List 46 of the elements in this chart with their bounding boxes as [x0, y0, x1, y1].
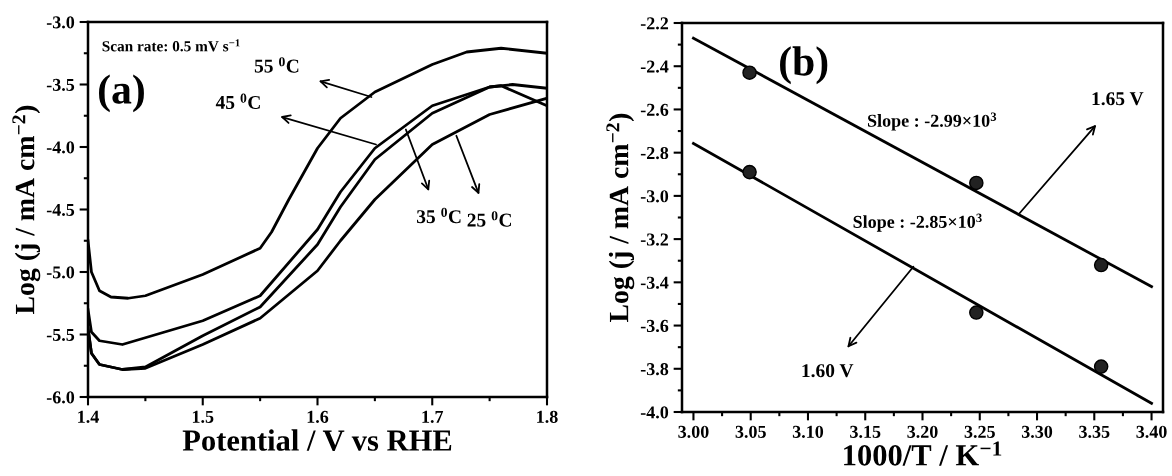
annotation: 45 $^{0}$C	[215, 93, 260, 110]
y-tick-label: -3.6	[640, 319, 669, 333]
y-tick-label: -5.0	[46, 266, 75, 279]
x-tick-label: 3.10	[792, 425, 824, 438]
annotation: Slope : -2.85×10$^{3}$	[853, 213, 982, 232]
x-tick-label: 1.8	[537, 410, 558, 423]
y-axis-title: Log (j / mA cm$^{−2}$)	[606, 113, 635, 323]
x-tick-label: 3.30	[1021, 425, 1053, 438]
y-axis-title: Log (j / mA cm$^{−2}$)	[12, 105, 41, 315]
x-tick-label: 3.25	[964, 425, 995, 438]
x-tick-label: 1.7	[422, 410, 444, 423]
annotation: Scan rate: 0.5 mV s$^{−1}$	[102, 39, 240, 52]
y-tick-label: -3.2	[640, 233, 669, 246]
x-tick-label: 3.15	[850, 425, 881, 438]
y-tick-label: -3.5	[46, 78, 75, 92]
x-axis-title: 1000/T / K$^{−1}$	[844, 441, 1002, 466]
x-tick-label: 1.5	[192, 410, 214, 423]
y-tick-label: -3.0	[46, 16, 75, 29]
annotation: (b)	[780, 46, 828, 85]
y-tick-label: -2.4	[640, 60, 669, 73]
x-axis-title: Potential / V vs RHE	[182, 429, 452, 452]
x-tick-label: 1.4	[78, 410, 99, 423]
x-tick-label: 3.05	[735, 425, 766, 438]
annotation: 35 $^{0}$C	[416, 207, 461, 224]
x-tick-label: 3.40	[1136, 425, 1167, 438]
x-tick-label: 3.35	[1079, 425, 1110, 438]
annotation: 1.60 V	[802, 364, 854, 378]
y-tick-label: -2.2	[640, 17, 669, 30]
x-tick-label: 3.20	[907, 425, 938, 438]
annotation: 1.65 V	[1092, 92, 1144, 106]
y-tick-label: -5.5	[46, 328, 75, 342]
y-tick-label: -4.0	[46, 141, 75, 154]
annotation: Slope : -2.99×10$^{3}$	[867, 112, 997, 131]
annotation: (a)	[99, 74, 144, 113]
y-tick-label: -6.0	[46, 391, 75, 404]
y-tick-label: -2.6	[640, 103, 669, 116]
x-tick-label: 1.6	[307, 410, 329, 423]
x-tick-label: 3.00	[678, 425, 709, 438]
annotation: 55 $^{0}$C	[254, 57, 299, 73]
y-tick-label: -4.5	[46, 203, 75, 217]
annotation: 25 $^{0}$C	[467, 211, 512, 227]
y-tick-label: -3.8	[640, 363, 669, 376]
y-tick-label: -2.8	[640, 146, 669, 160]
y-tick-label: -3.0	[640, 190, 669, 203]
y-tick-label: -3.4	[640, 276, 669, 289]
y-tick-label: -4.0	[640, 406, 669, 419]
